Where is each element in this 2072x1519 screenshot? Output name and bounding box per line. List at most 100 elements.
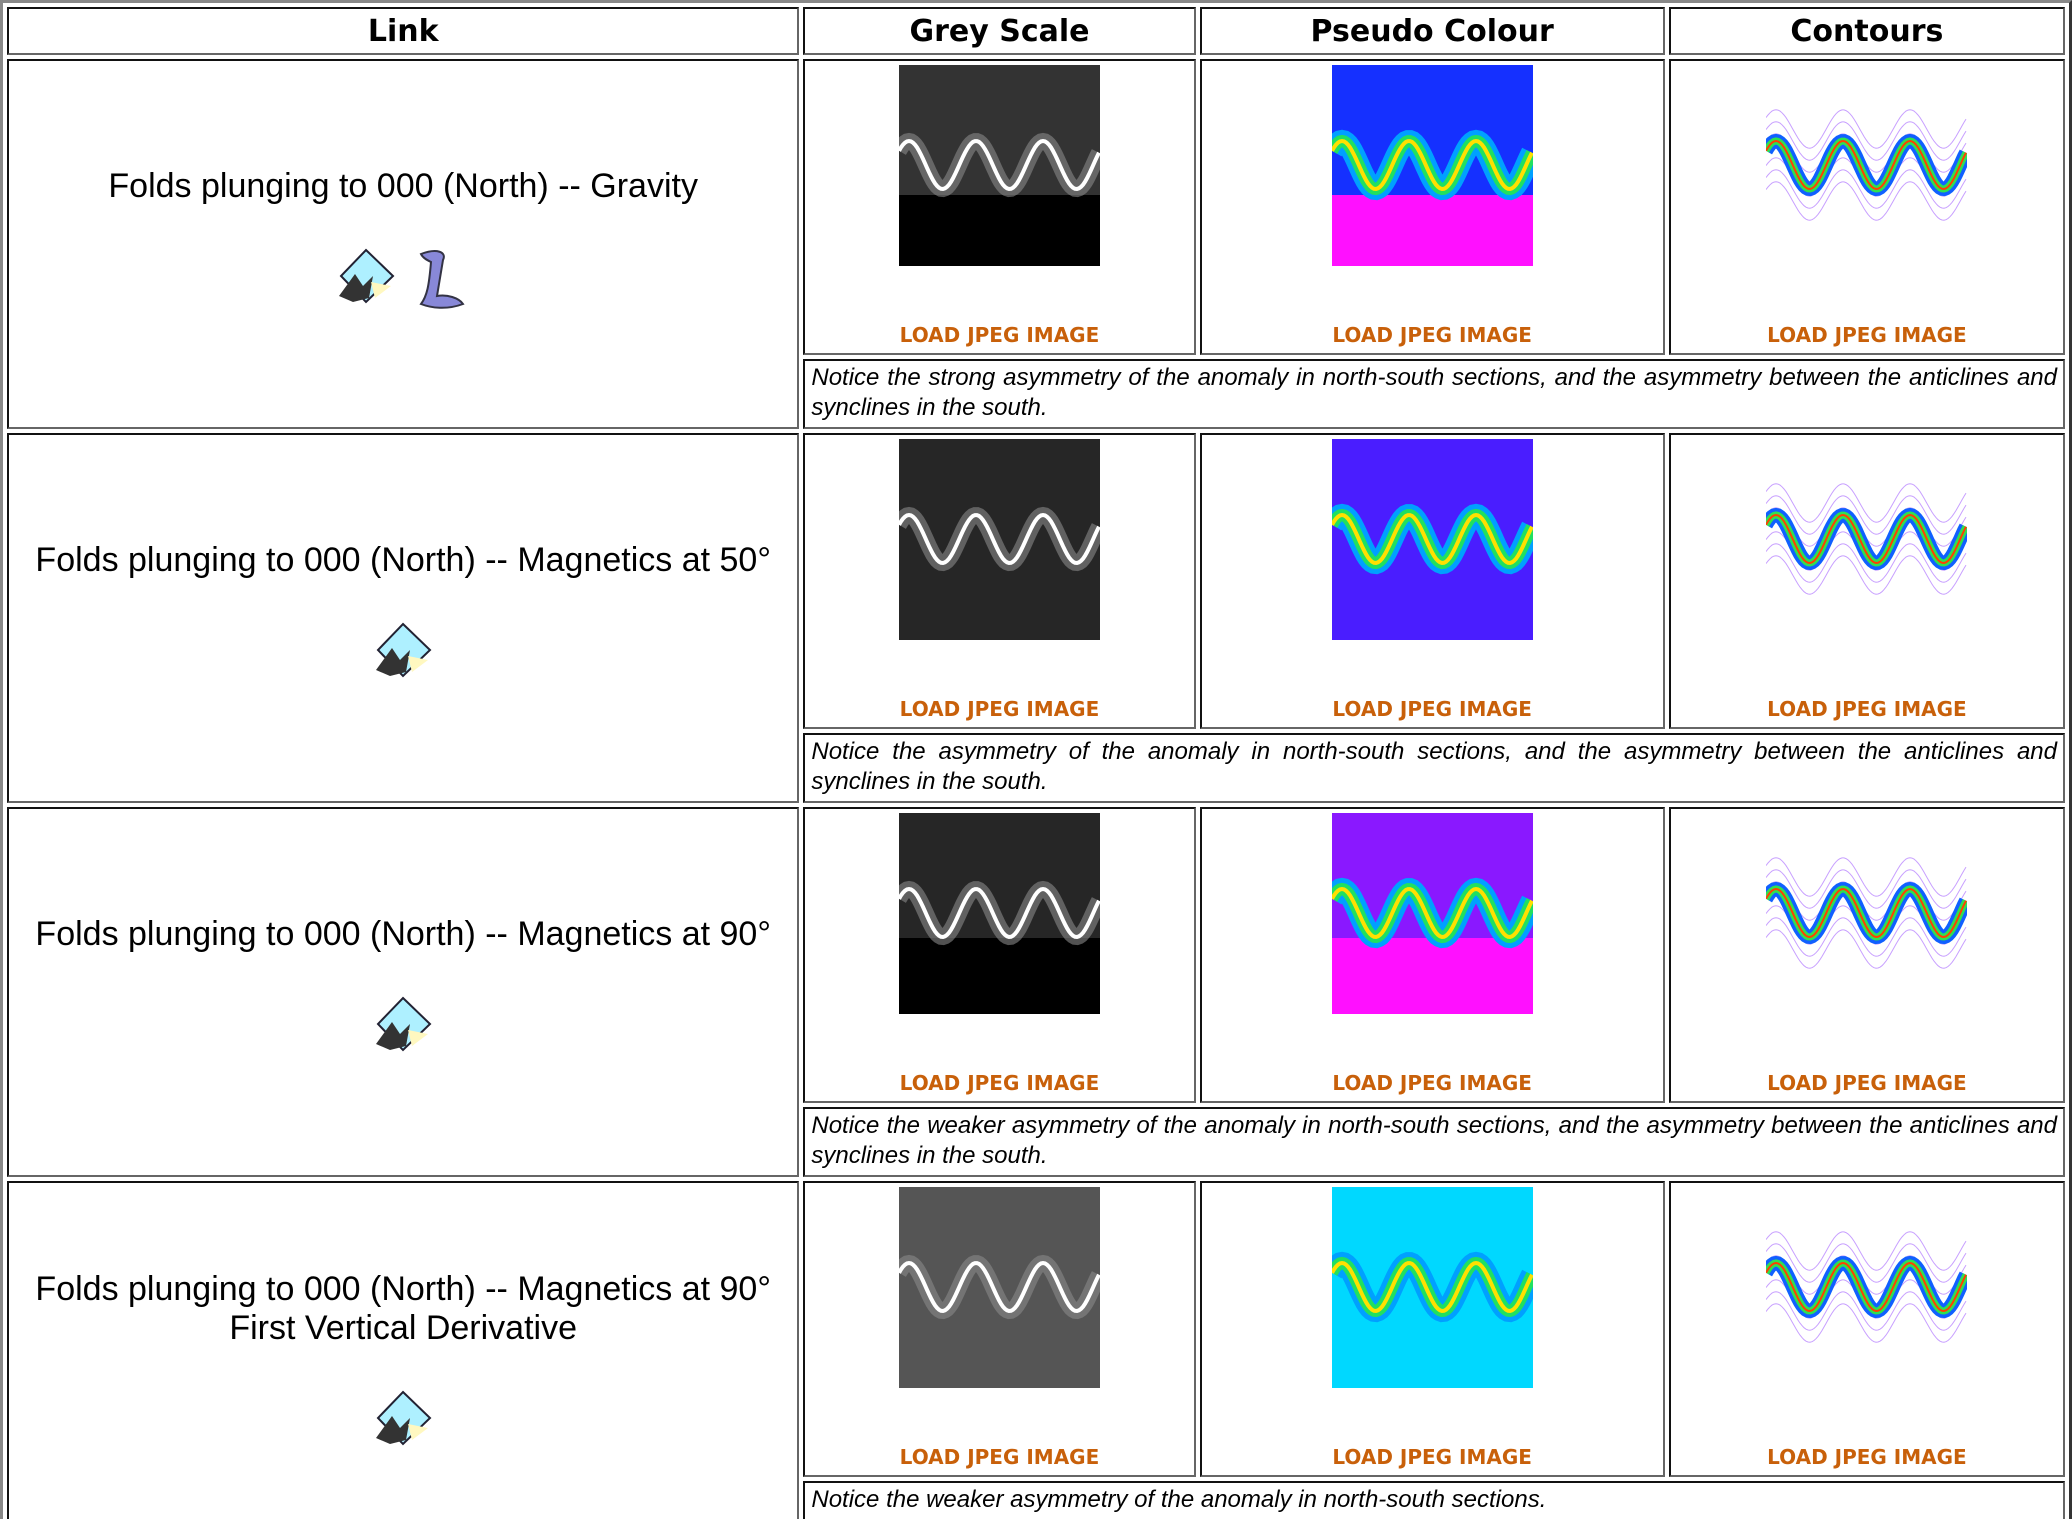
- image-cell: LOAD JPEG IMAGE: [1199, 433, 1665, 729]
- link-icons: [29, 620, 777, 695]
- anomaly-image: [898, 1187, 1100, 1388]
- anomaly-image: [1766, 813, 1968, 1014]
- contour: [1766, 181, 1967, 221]
- anomaly-image: [898, 65, 1100, 266]
- image-cell: LOAD JPEG IMAGE: [1668, 59, 2065, 355]
- link-text: Folds plunging to 000 (North) -- Magneti…: [35, 915, 771, 953]
- anomaly-image: [1331, 813, 1533, 1014]
- load-image-link[interactable]: LOAD JPEG IMAGE: [1767, 323, 1967, 347]
- icon-shape: [419, 250, 465, 309]
- link-icon[interactable]: [407, 246, 473, 312]
- wave: [1331, 1260, 1533, 1314]
- link-text: Folds plunging to 000 (North) -- Gravity: [108, 167, 698, 205]
- contour: [1766, 929, 1967, 969]
- link-icon[interactable]: [370, 994, 436, 1060]
- image-row: Folds plunging to 000 (North) -- Magneti…: [7, 1181, 2065, 1519]
- contour: [1766, 1291, 1967, 1331]
- load-image-link[interactable]: LOAD JPEG IMAGE: [899, 697, 1100, 721]
- image-cell: LOAD JPEG IMAGE: [1199, 59, 1665, 355]
- contour: [1766, 109, 1967, 149]
- image-cell: LOAD JPEG IMAGE: [1668, 807, 2065, 1103]
- image-row: Folds plunging to 000 (North) -- Magneti…: [7, 807, 2065, 1177]
- image-cell: LOAD JPEG IMAGE: [1668, 433, 2065, 729]
- contour: [1766, 543, 1967, 583]
- image-cell: LOAD JPEG IMAGE: [803, 807, 1196, 1103]
- contour: [1766, 869, 1967, 909]
- contour: [1766, 917, 1967, 957]
- contour: [1766, 1243, 1967, 1283]
- contour: [1766, 1231, 1967, 1271]
- notice-row: Notice the asymmetry of the anomaly in n…: [7, 733, 2065, 803]
- contour: [1766, 495, 1967, 535]
- notice-row: Notice the weaker asymmetry of the anoma…: [7, 1481, 2065, 1519]
- wave: [898, 886, 1100, 940]
- link-cell: Folds plunging to 000 (North) -- Gravity: [7, 59, 800, 429]
- column-header: Pseudo Colour: [1199, 7, 1665, 55]
- load-image-link[interactable]: LOAD JPEG IMAGE: [1332, 1445, 1532, 1469]
- image-cell: LOAD JPEG IMAGE: [803, 59, 1196, 355]
- link-text: Folds plunging to 000 (North) -- Magneti…: [35, 1269, 771, 1347]
- image-bg: [1331, 1317, 1533, 1388]
- wave: [1766, 513, 1968, 565]
- contour: [1766, 483, 1967, 523]
- icon-shape: [376, 1415, 411, 1444]
- image-cell: LOAD JPEG IMAGE: [803, 1181, 1196, 1477]
- load-image-link[interactable]: LOAD JPEG IMAGE: [1767, 1445, 1967, 1469]
- wave: [1331, 138, 1533, 192]
- image-bg: [898, 938, 1100, 1014]
- icon-shape: [339, 274, 374, 302]
- icon-shape: [408, 1423, 429, 1440]
- anomaly-image: [898, 813, 1100, 1014]
- image-bg: [1331, 938, 1533, 1014]
- link-cell: Folds plunging to 000 (North) -- Magneti…: [7, 1181, 800, 1519]
- image-bg: [898, 1317, 1100, 1388]
- notice: Notice the weaker asymmetry of the anoma…: [803, 1107, 2065, 1177]
- wave: [1766, 1261, 1968, 1313]
- table-body: Folds plunging to 000 (North) -- Gravity…: [7, 59, 2065, 1519]
- link-icons: [29, 246, 777, 321]
- icon-shape: [376, 648, 411, 676]
- icon-shape: [408, 656, 429, 672]
- wave: [898, 512, 1100, 566]
- image-row: Folds plunging to 000 (North) -- Magneti…: [7, 433, 2065, 803]
- notice-row: Notice the strong asymmetry of the anoma…: [7, 359, 2065, 429]
- anomaly-image: [1331, 1187, 1533, 1388]
- image-row: Folds plunging to 000 (North) -- Gravity…: [7, 59, 2065, 429]
- anomaly-image: [1331, 65, 1533, 266]
- load-image-link[interactable]: LOAD JPEG IMAGE: [1767, 1071, 1967, 1095]
- load-image-link[interactable]: LOAD JPEG IMAGE: [899, 1445, 1100, 1469]
- anomaly-image: [1766, 65, 1968, 266]
- load-image-link[interactable]: LOAD JPEG IMAGE: [899, 1071, 1100, 1095]
- column-header: Link: [7, 7, 800, 55]
- wave: [1766, 139, 1968, 191]
- wave: [1331, 886, 1533, 940]
- link-icons: [29, 1388, 777, 1463]
- notice-row: Notice the weaker asymmetry of the anoma…: [7, 1107, 2065, 1177]
- wave: [898, 1260, 1100, 1314]
- link-icon[interactable]: [370, 1388, 436, 1454]
- load-image-link[interactable]: LOAD JPEG IMAGE: [1332, 697, 1532, 721]
- column-header: Contours: [1668, 7, 2065, 55]
- image-bg: [1331, 195, 1533, 266]
- link-text: Folds plunging to 000 (North) -- Magneti…: [35, 541, 771, 579]
- anomaly-image: [1766, 1187, 1968, 1388]
- link-icon[interactable]: [370, 620, 436, 686]
- load-image-link[interactable]: LOAD JPEG IMAGE: [1332, 323, 1532, 347]
- icon-shape: [371, 282, 392, 298]
- image-cell: LOAD JPEG IMAGE: [803, 433, 1196, 729]
- image-cell: LOAD JPEG IMAGE: [1668, 1181, 2065, 1477]
- icon-shape: [376, 1022, 411, 1050]
- wave: [1766, 887, 1968, 939]
- anomaly-image: [898, 439, 1100, 640]
- link-icon[interactable]: [333, 246, 399, 312]
- contour: [1766, 555, 1967, 595]
- image-cell: LOAD JPEG IMAGE: [1199, 807, 1665, 1103]
- contour: [1766, 1303, 1967, 1343]
- image-bg: [898, 195, 1100, 266]
- load-image-link[interactable]: LOAD JPEG IMAGE: [1767, 697, 1967, 721]
- contour: [1766, 121, 1967, 161]
- load-image-link[interactable]: LOAD JPEG IMAGE: [899, 323, 1100, 347]
- load-image-link[interactable]: LOAD JPEG IMAGE: [1332, 1071, 1532, 1095]
